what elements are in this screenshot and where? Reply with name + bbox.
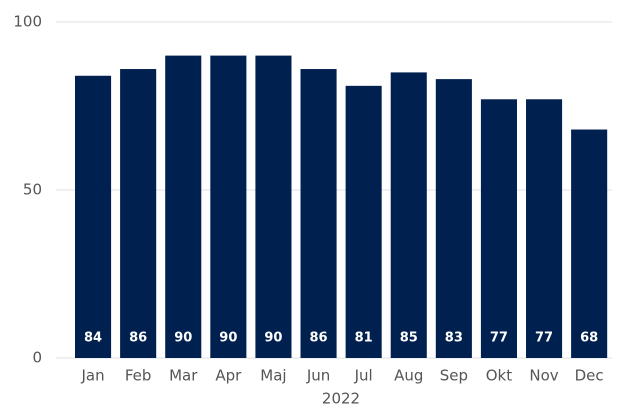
value-label: 85: [400, 331, 418, 346]
y-tick-label: 50: [23, 181, 42, 199]
bar: [120, 69, 157, 358]
x-tick-label: Mar: [169, 367, 198, 385]
bar: [435, 79, 472, 359]
x-tick-label: Nov: [529, 367, 558, 385]
bar: [165, 55, 202, 358]
x-tick-label: Apr: [215, 367, 242, 385]
bar: [480, 99, 517, 358]
x-tick-label: Sep: [440, 367, 468, 385]
x-tick-label: Aug: [394, 367, 423, 385]
y-tick-label: 0: [32, 349, 42, 367]
value-label: 86: [129, 331, 147, 346]
x-tick-label: Jun: [306, 367, 330, 385]
value-label: 86: [310, 331, 328, 346]
x-axis-label: 2022: [322, 390, 360, 408]
value-label: 90: [264, 331, 282, 346]
value-label: 83: [445, 331, 463, 346]
bar: [526, 99, 563, 358]
value-label: 90: [219, 331, 237, 346]
value-label: 68: [580, 331, 598, 346]
x-tick-label: Jul: [354, 367, 373, 385]
value-label: 77: [490, 331, 508, 346]
x-tick-label: Okt: [486, 367, 512, 385]
value-label: 77: [535, 331, 553, 346]
value-label: 84: [84, 331, 102, 346]
value-label: 81: [355, 331, 373, 346]
x-tick-label: Dec: [575, 367, 604, 385]
x-tick-label: Feb: [125, 367, 152, 385]
x-tick-label: Maj: [260, 367, 286, 385]
bar: [300, 69, 337, 358]
value-label: 90: [174, 331, 192, 346]
bar: [210, 55, 247, 358]
bar: [255, 55, 292, 358]
y-tick-label: 100: [13, 13, 42, 31]
bar: [75, 75, 112, 358]
bar: [390, 72, 427, 359]
bar: [571, 129, 608, 358]
bar: [345, 85, 382, 358]
x-tick-label: Jan: [80, 367, 104, 385]
